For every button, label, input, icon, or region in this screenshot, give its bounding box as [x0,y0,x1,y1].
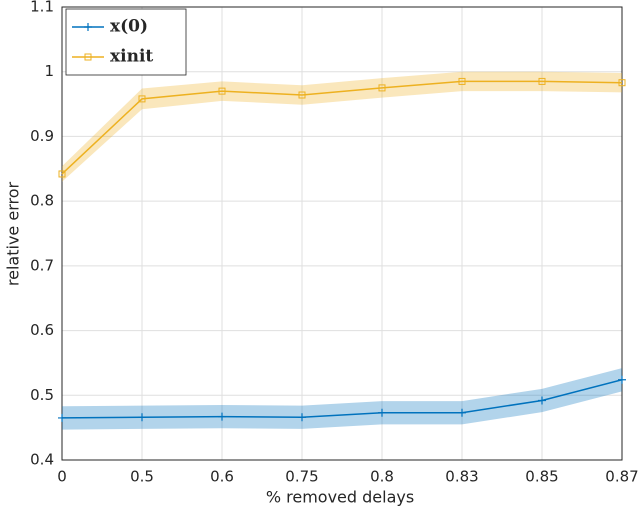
marker [58,413,66,422]
marker [218,87,226,95]
y-tick-label: 0.5 [30,386,54,404]
marker [84,23,92,31]
marker [378,408,386,417]
y-tick-label: 0.7 [30,256,54,274]
marker [84,53,92,61]
error-band [62,368,622,430]
plot-frame [61,6,623,461]
marker [458,408,466,417]
marker [458,77,466,85]
x-tick-label: 0.8 [370,468,394,486]
legend-label: xinit [110,47,153,67]
x-tick-label: 0.87 [605,468,638,486]
x-tick-label: 0.6 [210,468,234,486]
x-tick-label: 0 [57,468,67,486]
marker [138,413,146,422]
y-tick-label: 0.8 [30,192,54,210]
marker [538,396,546,405]
marker [298,413,306,422]
marker [618,79,626,87]
y-axis-label: relative error [4,181,23,286]
y-tick-label: 1.1 [30,0,54,16]
legend-label: x(0) [110,17,148,37]
x-tick-label: 0.75 [285,468,318,486]
series-line [61,80,623,175]
marker [378,84,386,92]
marker [298,91,306,99]
x-tick-label: 0.83 [445,468,478,486]
marker [538,77,546,85]
legend-box [65,8,187,76]
y-tick-label: 0.4 [30,451,54,469]
y-tick-label: 0.9 [30,127,54,145]
marker [618,375,626,384]
marker [138,95,146,103]
marker [218,412,226,421]
series-line [61,379,623,419]
x-tick-label: 0.5 [130,468,154,486]
x-axis-label: % removed delays [266,488,414,507]
y-tick-label: 0.6 [30,321,54,339]
marker [58,170,66,178]
x-tick-label: 0.85 [525,468,558,486]
y-tick-label: 1 [44,62,54,80]
legend: x(0) xinit [65,8,187,76]
error-band [62,71,622,182]
